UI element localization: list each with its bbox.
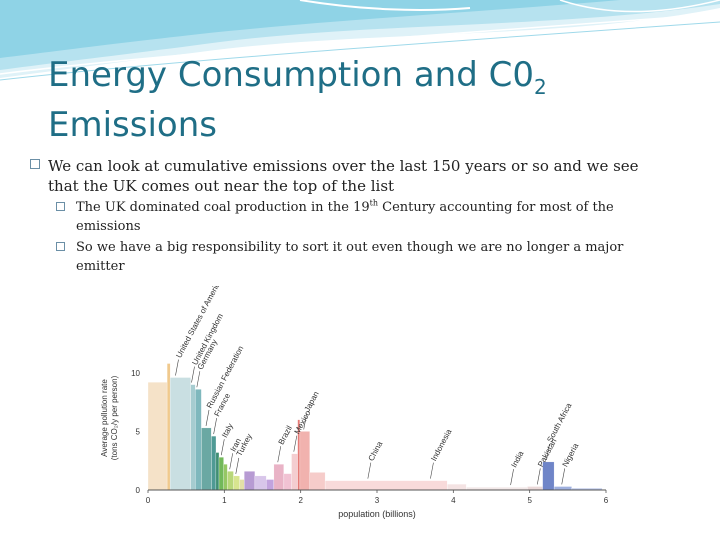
annotation-pointer [277,446,282,463]
header-wave-decoration [0,0,720,81]
chart-bar [447,483,467,491]
emissions-chart: 0 1 2 3 4 5 6 0 5 10 United States of America Unit… [96,286,626,522]
chart-bar [169,377,191,491]
slide-title: Energy Consumption and C02 Emissions [48,50,688,150]
annotation-pointer [175,359,179,376]
sub-bullet-text-part: The UK dominated coal production in the … [76,200,370,215]
annotation-pointer [229,453,233,470]
annotation-pointer [303,413,308,430]
annotation-pointer [191,366,195,383]
chart-bar [299,431,310,491]
annotation-pointer [430,462,434,479]
x-tick-label: 5 [527,496,532,505]
annotation-pointer [561,468,566,485]
sub-bullet-item: The UK dominated coal production in the … [30,198,670,236]
sub-bullet-text-part: Century accounting for most of the emiss… [76,200,614,234]
chart-bar [211,435,217,491]
chart-bar [227,471,234,491]
chart-bar [233,475,240,491]
sub-bullet-item: So we have a big responsibility to sort … [30,238,670,276]
annotation-pointer [235,457,240,474]
chart-bar [324,480,448,491]
annotation-pointer [213,418,217,435]
ordinal-superscript: th [369,198,378,208]
x-tick-label: 4 [451,496,456,505]
sub-bullet-text: The UK dominated coal production in the … [76,198,614,234]
chart-bar [190,384,196,491]
annotation-pointer [196,371,201,388]
title-subscript: 2 [533,75,547,99]
chart-bar [266,479,275,491]
annotation-pointer [293,435,298,452]
chart-bar [166,363,171,491]
chart-bar [147,382,168,491]
chart-bar [273,464,284,491]
annotation-pointer [546,443,550,460]
bullet-marker-icon [30,159,40,169]
x-tick-label: 1 [222,496,227,505]
bullet-list: We can look at cumulative emissions over… [30,156,670,276]
annotation-pointer [510,469,514,486]
chart-bar [309,472,326,491]
x-tick-label: 3 [375,496,380,505]
bullet-marker-icon [56,202,65,211]
annotation-pointer [220,439,225,456]
sub-bullet-text: So we have a big responsibility to sort … [76,240,624,274]
chart-bar [244,471,256,491]
bullet-marker-icon [56,242,65,251]
y-tick-label: 5 [136,427,141,436]
chart-bar [291,453,298,491]
chart-bar [215,452,220,491]
annotation-pointer [367,462,372,479]
ticks-group: 0 1 2 3 4 5 6 0 5 10 [131,369,609,505]
chart-bar [223,464,228,491]
x-tick-label: 0 [146,496,151,505]
bullet-item: We can look at cumulative emissions over… [30,156,670,196]
chart-bar [283,473,292,491]
x-axis-label: population (billions) [338,509,416,519]
y-tick-label: 0 [136,486,141,495]
y-axis-label: Average pollution rate [100,379,109,457]
x-tick-label: 6 [604,496,609,505]
chart-bar [254,475,267,491]
chart-bar [553,486,572,491]
title-line-1: Energy Consumption and C02 [48,50,688,100]
annotation-pointer [205,409,210,426]
y-axis-label-units: (tons CO₂/y per person) [110,375,119,460]
x-tick-label: 2 [298,496,303,505]
annotation-pointer [537,468,541,485]
title-text: Energy Consumption and C0 [48,55,534,95]
title-line-2: Emissions [48,105,217,145]
y-tick-label: 10 [131,369,140,378]
chart-bar [201,427,212,491]
bullet-text: We can look at cumulative emissions over… [48,157,639,195]
chart-bar [218,457,224,491]
chart-bar [195,389,202,491]
chart-bar [239,479,245,491]
chart-bar [527,486,543,491]
